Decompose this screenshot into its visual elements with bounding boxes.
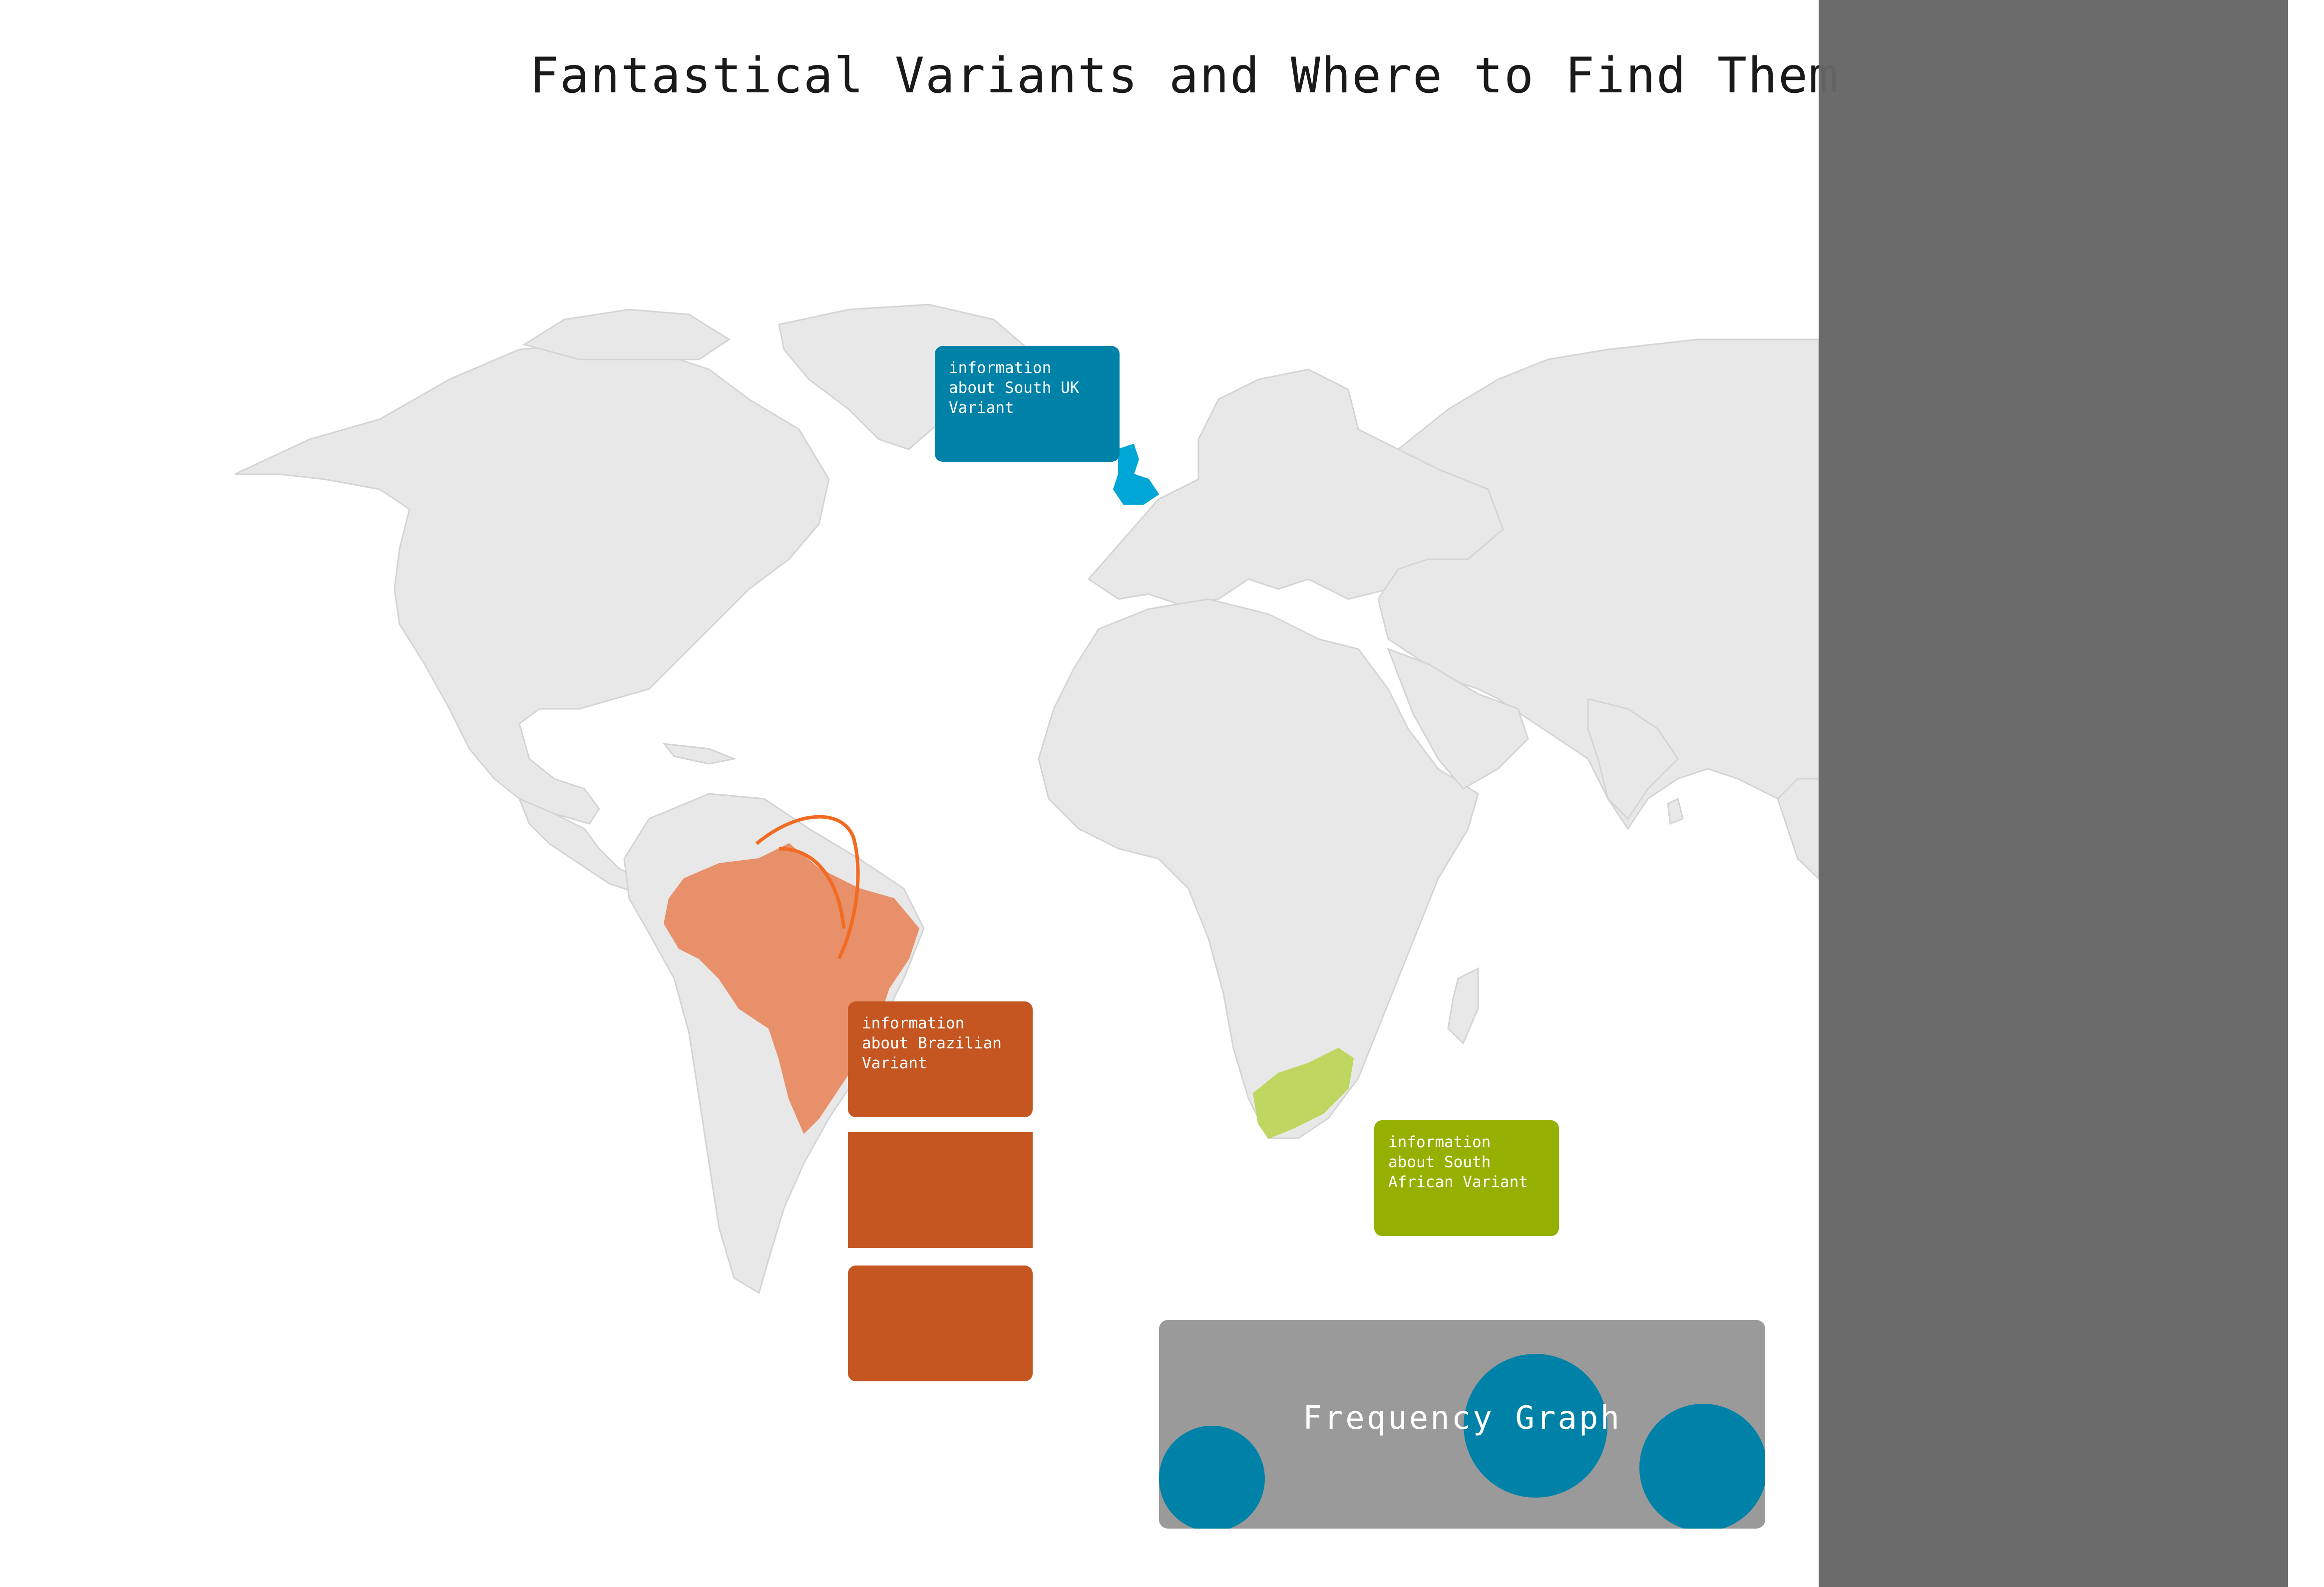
- brazil-variant-info-text: information about Brazilian Variant: [862, 1014, 1002, 1072]
- uk-variant-info-box[interactable]: information about South UK Variant: [935, 346, 1120, 462]
- arctic-islands-land: [522, 309, 731, 360]
- madagascar-land: [1447, 967, 1479, 1045]
- brazil-variant-panel-2[interactable]: [848, 1132, 1033, 1248]
- frequency-bubble: [1639, 1404, 1765, 1529]
- arabia-land: [1387, 647, 1529, 790]
- south-africa-variant-info-box[interactable]: information about South African Variant: [1374, 1120, 1559, 1236]
- sri-lanka-land: [1667, 797, 1684, 825]
- caribbean-land: [662, 743, 737, 765]
- asia-land: [1377, 338, 1820, 830]
- side-panel: [1819, 0, 2288, 1587]
- brazil-flow-arrow: [755, 815, 860, 959]
- brazil-variant-panel-3[interactable]: [848, 1266, 1033, 1381]
- page-title: Fantastical Variants and Where to Find T…: [529, 47, 1840, 104]
- south-africa-variant-info-text: information about South African Variant: [1388, 1133, 1528, 1191]
- uk-variant-info-text: information about South UK Variant: [949, 359, 1080, 417]
- uk-highlight: [1113, 443, 1160, 505]
- southeast-asia-land: [1777, 778, 1820, 881]
- frequency-graph[interactable]: Frequency Graph: [1159, 1320, 1765, 1529]
- india-land: [1587, 698, 1679, 820]
- brazil-flow-arrow-2: [778, 847, 846, 929]
- frequency-bubble: [1464, 1354, 1607, 1498]
- south-africa-highlight: [1252, 1047, 1354, 1139]
- north-america-land: [234, 343, 830, 825]
- brazil-variant-info-box[interactable]: information about Brazilian Variant: [848, 1001, 1033, 1117]
- africa-land: [1038, 598, 1479, 1139]
- frequency-bubble: [1159, 1426, 1265, 1529]
- frequency-graph-label: Frequency Graph: [1303, 1400, 1621, 1437]
